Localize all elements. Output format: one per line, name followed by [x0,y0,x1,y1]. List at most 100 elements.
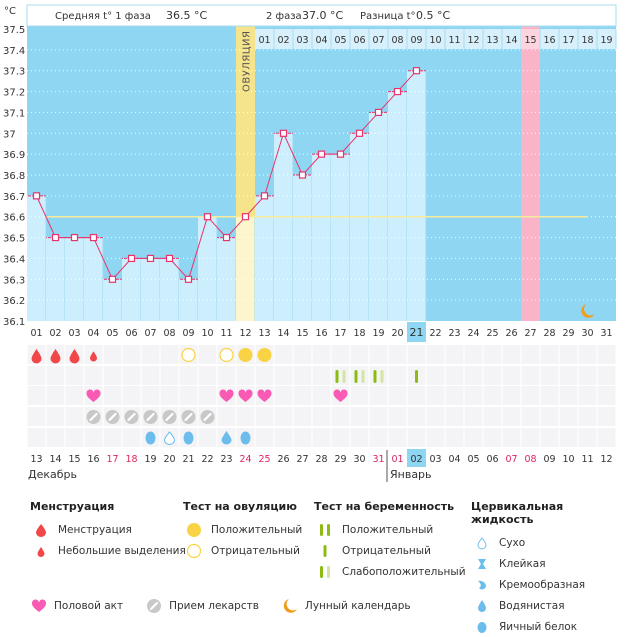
phase2-day-label: 18 [581,35,593,46]
calendar-date: 12 [600,454,612,465]
calendar-date: 05 [467,454,479,465]
event-cell [597,386,616,405]
phase2-day-label: 08 [391,35,403,46]
legend-title: Тест на овуляцию [183,500,297,513]
cycle-day-label: 15 [296,328,308,339]
event-cell [65,366,84,385]
event-cell [388,366,407,385]
cycle-day-label: 17 [334,328,346,339]
legend-item: Кремообразная [499,578,586,591]
calendar-date: 04 [448,454,460,465]
temperature-point [279,129,288,137]
pill-stripe [165,412,174,422]
y-tick-label: 37.2 [3,88,25,99]
phase2-day-label: 01 [258,35,270,46]
event-cell [198,366,217,385]
y-tick-label: 36.5 [3,234,25,245]
temperature-point [32,192,41,200]
y-tick-label: 36.6 [3,213,25,224]
phase2-day-label: 10 [429,35,441,46]
event-cell [407,407,426,426]
y-tick-label: 36.2 [3,296,25,307]
pregnancy-test-strip-icon [354,370,358,383]
legend-item: Яичный белок [499,620,578,633]
pill-stripe [127,412,136,422]
event-cell [122,345,141,364]
phase2-day-label: 16 [543,35,555,46]
event-cell [464,345,483,364]
ovulation-test-positive-icon [257,348,272,362]
cycle-day-label: 28 [543,328,555,339]
pregnancy-test-strip-icon [373,370,377,383]
heart-icon [238,389,253,402]
calendar-date: 31 [372,454,384,465]
month-label-january: Январь [390,468,432,481]
event-cell [179,386,198,405]
event-cell [521,386,540,405]
legend-item: Отрицательный [342,544,431,557]
event-cell [597,345,616,364]
pill-stripe [203,412,212,422]
pill-stripe [89,412,98,422]
event-cell [236,366,255,385]
event-cell [426,386,445,405]
event-cell [483,407,502,426]
event-cell [103,366,122,385]
ovulation-label: ОВУЛЯЦИЯ [242,31,253,93]
event-cell [521,407,540,426]
weak-strip-icon [314,564,336,580]
event-cell [426,428,445,447]
legend-item: Водянистая [499,599,565,612]
phase2-day-label: 17 [562,35,574,46]
event-cell [540,428,559,447]
temperature-bar [236,216,255,321]
cycle-day-label: 09 [182,328,194,339]
pill-stripe [146,412,155,422]
cycle-day-label: 26 [505,328,517,339]
y-tick-label: 37.5 [3,25,25,36]
cycle-day-label: 10 [201,328,213,339]
temperature-point [203,213,212,221]
event-cell [255,428,274,447]
header-box [26,4,617,27]
calendar-date: 24 [239,454,251,465]
dry-drop-icon [163,431,176,445]
temperature-bar [84,237,103,321]
y-tick-label: 37.3 [3,67,25,78]
event-cell [445,345,464,364]
event-cell [198,428,217,447]
temperature-point [146,254,155,263]
event-cell [369,345,388,364]
diff-value: 0.5 °C [416,9,450,22]
drop-icon [30,522,52,538]
event-cell [46,407,65,426]
y-tick-label: 36.3 [3,275,25,286]
cycle-day-label: 19 [372,328,384,339]
event-cell [312,386,331,405]
pregnancy-test-strip-icon [380,370,384,383]
event-cell [559,366,578,385]
legend-item: Небольшие выделения [58,544,186,557]
pill-stripe [108,412,117,422]
cycle-day-label: 08 [163,328,175,339]
phase2-day-label: 14 [505,35,517,46]
ovulation-test-positive-icon [238,348,253,362]
bbt-chart: 01 02 03 04 05 06 07 08 09 10 11 12 13 14 15 16 17 18 19 О… [3,4,617,482]
calendar-date: 18 [125,454,137,465]
spotting-drop-icon [90,351,97,362]
temperature-bar [350,133,369,321]
event-cell [388,345,407,364]
y-tick-label: 37.1 [3,108,25,119]
event-cell [312,428,331,447]
event-cell [407,386,426,405]
cycle-day-label: 02 [49,328,61,339]
small-drop-icon [30,543,52,559]
phase1-value: 36.5 °C [166,9,207,22]
event-cell [293,366,312,385]
calendar-date: 15 [68,454,80,465]
event-cell [483,386,502,405]
heart-icon [257,389,272,402]
phase2-day-label: 12 [467,35,479,46]
event-cell [274,345,293,364]
event-cell [84,366,103,385]
